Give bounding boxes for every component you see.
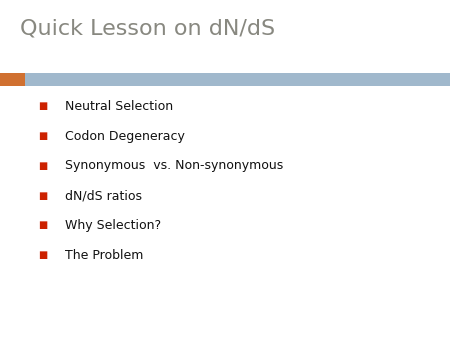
Bar bbox=[25, 73, 450, 86]
Text: dN/dS ratios: dN/dS ratios bbox=[65, 189, 142, 202]
Text: Quick Lesson on dN/dS: Quick Lesson on dN/dS bbox=[20, 19, 275, 39]
Text: ■: ■ bbox=[38, 131, 47, 141]
Text: The Problem: The Problem bbox=[65, 249, 144, 262]
Text: Neutral Selection: Neutral Selection bbox=[65, 100, 173, 113]
Text: ■: ■ bbox=[38, 101, 47, 112]
Text: ■: ■ bbox=[38, 250, 47, 260]
Bar bbox=[0, 73, 25, 86]
Text: ■: ■ bbox=[38, 220, 47, 231]
Text: ■: ■ bbox=[38, 161, 47, 171]
Text: ■: ■ bbox=[38, 191, 47, 201]
Text: Why Selection?: Why Selection? bbox=[65, 219, 162, 232]
Text: Synonymous  vs. Non-synonymous: Synonymous vs. Non-synonymous bbox=[65, 160, 284, 172]
Text: Codon Degeneracy: Codon Degeneracy bbox=[65, 130, 185, 143]
